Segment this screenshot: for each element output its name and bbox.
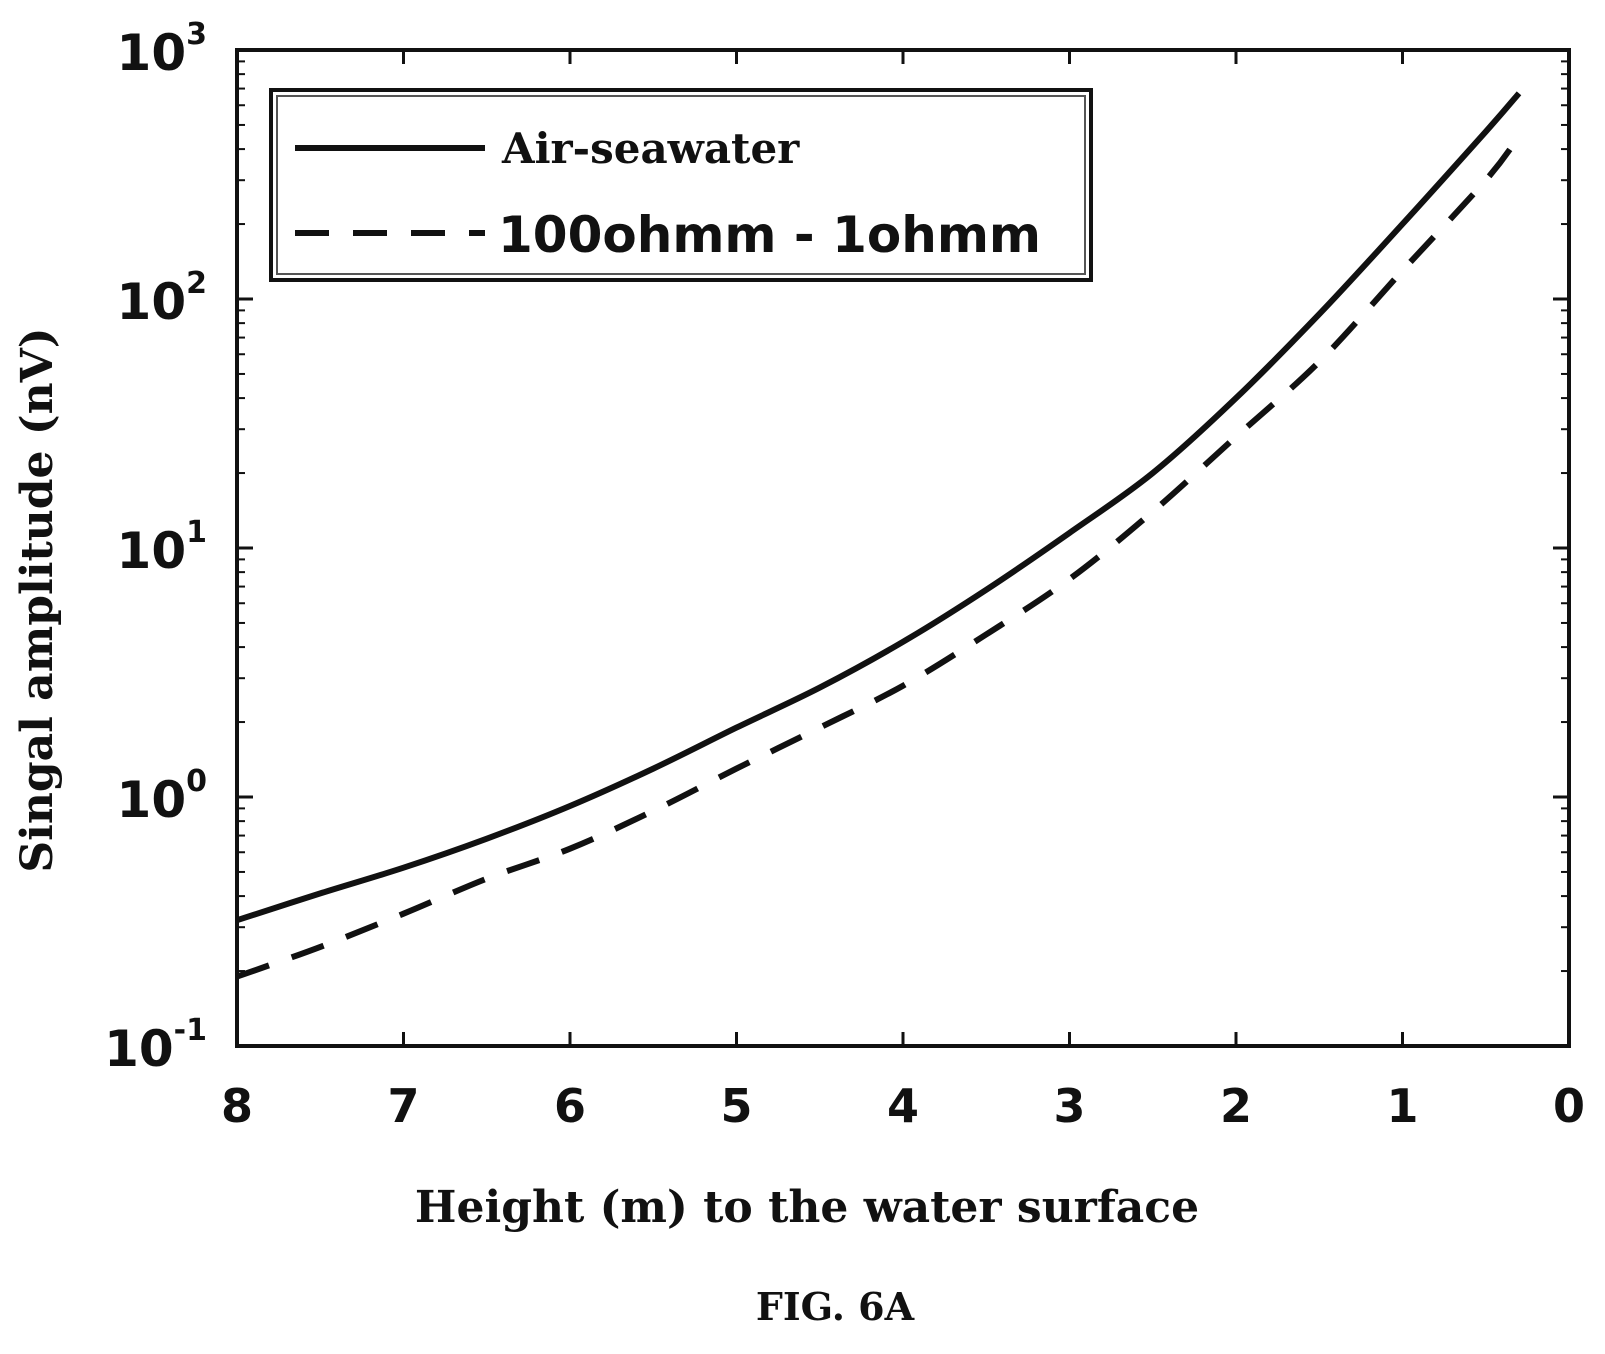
y-tick-base: 10 xyxy=(104,1020,174,1078)
y-tick-base: 10 xyxy=(117,24,187,82)
legend: Air-seawater 100ohmm - 1ohmm xyxy=(269,88,1093,282)
y-tick-label: 103 xyxy=(117,17,207,82)
y-tick-exponent: 2 xyxy=(186,266,207,301)
y-tick-base: 10 xyxy=(117,273,187,331)
x-axis-label: Height (m) to the water surface xyxy=(415,1182,1199,1233)
x-tick-label: 1 xyxy=(1386,1079,1418,1133)
legend-box-inner xyxy=(276,95,1086,275)
y-tick-base: 10 xyxy=(117,522,187,580)
x-tick-labels: 8 7 6 5 4 3 2 1 0 xyxy=(221,1079,1585,1133)
y-tick-label: 102 xyxy=(117,266,207,331)
x-tick-label: 0 xyxy=(1553,1079,1585,1133)
legend-label-air-seawater: Air-seawater xyxy=(501,124,800,173)
y-tick-exponent: -1 xyxy=(174,1013,207,1048)
y-tick-exponent: 0 xyxy=(186,764,207,799)
x-tick-label: 4 xyxy=(887,1079,919,1133)
legend-box xyxy=(269,88,1093,282)
y-tick-label: 100 xyxy=(117,764,207,829)
y-tick-exponent: 1 xyxy=(186,515,207,550)
x-tick-label: 8 xyxy=(221,1079,253,1133)
x-tick-label: 5 xyxy=(720,1079,752,1133)
x-tick-label: 7 xyxy=(387,1079,419,1133)
y-tick-label: 10-1 xyxy=(104,1013,207,1078)
y-tick-exponent: 3 xyxy=(186,17,207,52)
series-lines xyxy=(235,91,1522,980)
legend-label-100ohmm-1ohmm: 100ohmm - 1ohmm xyxy=(498,206,1041,264)
series-line-dashed xyxy=(235,134,1522,980)
y-tick-base: 10 xyxy=(117,771,187,829)
x-tick-label: 6 xyxy=(554,1079,586,1133)
x-tick-label: 3 xyxy=(1053,1079,1085,1133)
y-axis-label: Singal amplitude (nV) xyxy=(12,327,63,872)
x-tick-label: 2 xyxy=(1220,1079,1252,1133)
figure-caption: FIG. 6A xyxy=(756,1284,915,1329)
tick-marks xyxy=(235,48,1571,1048)
series-line-solid xyxy=(236,91,1522,924)
y-tick-label: 101 xyxy=(117,515,207,580)
